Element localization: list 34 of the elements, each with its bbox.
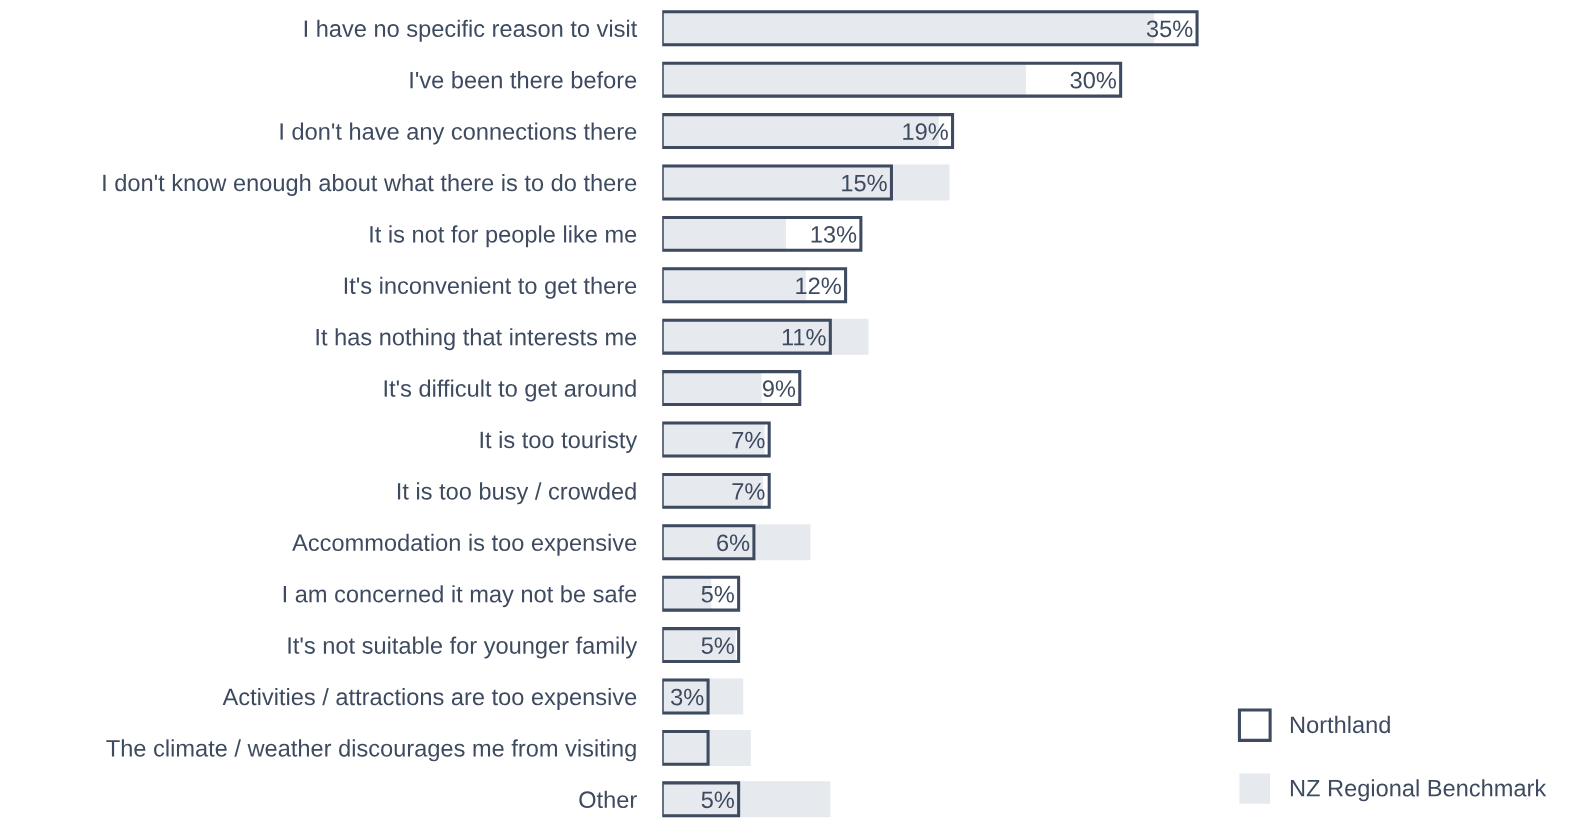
y-tick-label: I don't know enough about what there is to do there xyxy=(103,173,637,196)
data-label: 5% xyxy=(701,791,734,809)
data-label: 19% xyxy=(903,123,948,140)
data-label: 30% xyxy=(1070,71,1116,89)
legend-label: NZ Regional Benchmark xyxy=(1290,779,1547,802)
y-tick-label: It is not for people like me xyxy=(370,225,637,248)
y-tick-label: Other xyxy=(579,790,637,809)
legend-label: Northland xyxy=(1290,715,1390,734)
y-tick-label: Accommodation is too expensive xyxy=(292,533,637,556)
data-label: 9% xyxy=(762,380,796,397)
y-tick-label: I am concerned it may not be safe xyxy=(283,585,637,608)
y-tick-label: It has nothing that interests me xyxy=(316,328,637,351)
y-tick-label: It's inconvenient to get there xyxy=(344,276,637,299)
data-label: 12% xyxy=(796,277,841,295)
data-label: 5% xyxy=(701,585,734,603)
y-tick-label: It is too busy / crowded xyxy=(397,482,636,505)
data-label: 7% xyxy=(732,431,765,449)
y-tick-label: The climate / weather discourages me from visiting xyxy=(106,739,636,762)
y-tick-label: It's not suitable for younger family xyxy=(288,636,638,659)
data-label: 15% xyxy=(842,174,887,192)
data-label: 11% xyxy=(782,328,826,346)
data-label: 7% xyxy=(732,483,765,500)
data-label: 5% xyxy=(701,637,734,654)
y-tick-label: I've been there before xyxy=(410,71,637,89)
data-label: 35% xyxy=(1146,20,1193,38)
y-tick-label: It is too touristy xyxy=(480,430,638,453)
data-label: 6% xyxy=(717,534,750,552)
data-label: 3% xyxy=(671,688,704,706)
y-tick-label: I have no specific reason to visit xyxy=(304,19,638,42)
y-tick-label: Activities / attractions are too expensive xyxy=(222,687,637,710)
y-tick-label: I don't have any connections there xyxy=(280,122,637,145)
y-tick-label: It's difficult to get around xyxy=(384,379,636,402)
data-label: 13% xyxy=(811,226,857,243)
bar xyxy=(662,781,831,818)
